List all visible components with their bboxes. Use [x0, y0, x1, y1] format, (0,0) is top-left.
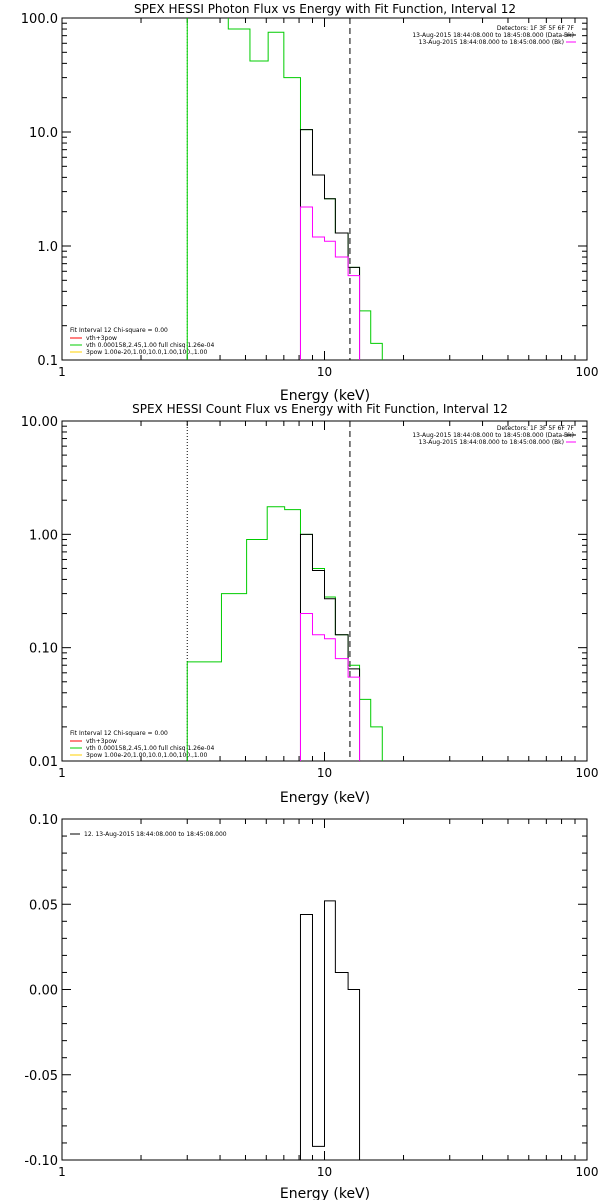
- photon-header-bk-interval: 13-Aug-2015 18:44:08.000 to 18:45:08.000…: [419, 39, 564, 46]
- photon-series-1-histogram: [299, 129, 361, 360]
- photon-y-tick-label: 1.0: [37, 240, 58, 255]
- photon-legend-label-total: vth+3pow: [86, 335, 117, 342]
- photon-x-tick-label: 10: [317, 365, 332, 379]
- count-header-bk-interval: 13-Aug-2015 18:44:08.000 to 18:45:08.000…: [419, 439, 564, 446]
- photon-y-tick-label: 0.1: [37, 354, 58, 369]
- residual-y-tick-label: -0.10: [24, 1154, 58, 1169]
- residuals-panel: 12. 13-Aug-2015 18:44:08.000 to 18:45:08…: [24, 813, 599, 1202]
- count-header-detectors: Detectors: 1F 3F 5F 6F 7F: [497, 425, 575, 432]
- count-x-axis-label: Energy (keV): [280, 790, 370, 806]
- count-x-tick-label: 1: [58, 766, 66, 780]
- count-y-tick-label: 0.10: [29, 642, 58, 657]
- count-series-2-histogram: [299, 613, 361, 761]
- photon-legend-label-vth: vth 0.000158,2.45,1.00 full chisq 1.26e-…: [86, 342, 214, 349]
- residual-series-0-histogram: [299, 900, 361, 1160]
- photon-header-detectors: Detectors: 1F 3F 5F 6F 7F: [497, 25, 575, 32]
- count-y-tick-label: 0.01: [29, 755, 58, 770]
- count-y-tick-label: 1.00: [29, 528, 58, 543]
- photon-legend-label-3pow: 3pow 1.00e-20,1.00,10.0,1.00,100.,1.00: [86, 349, 207, 356]
- residual-y-tick-label: 0.00: [29, 984, 58, 999]
- photon-flux-panel: SPEX HESSI Photon Flux vs Energy with Fi…: [21, 2, 599, 404]
- residual-x-tick-label: 10: [317, 1165, 332, 1179]
- count-fit-info: Fit Interval 12 Chi-square = 0.00: [70, 730, 168, 737]
- residual-x-tick-label: 1: [58, 1165, 66, 1179]
- photon-series-0-histogram: [186, 18, 383, 360]
- photon-fit-info: Fit Interval 12 Chi-square = 0.00: [70, 327, 168, 334]
- count-legend-label-total: vth+3pow: [86, 738, 117, 745]
- residual-x-tick-label: 100: [576, 1165, 599, 1179]
- count-legend-label-3pow: 3pow 1.00e-20,1.00,10.0,1.00,100.,1.00: [86, 752, 207, 759]
- count-y-tick-label: 10.00: [21, 415, 58, 430]
- photon-series-2-histogram: [299, 206, 361, 360]
- photon-y-tick-label: 10.0: [29, 126, 58, 141]
- count-x-tick-label: 100: [576, 766, 599, 780]
- photon-x-axis-label: Energy (keV): [280, 388, 370, 404]
- count-legend-label-vth: vth 0.000158,2.45,1.00 full chisq 1.26e-…: [86, 745, 214, 752]
- count-x-tick-label: 10: [317, 766, 332, 780]
- residual-y-tick-label: 0.05: [29, 898, 58, 913]
- count-chart-title: SPEX HESSI Count Flux vs Energy with Fit…: [132, 402, 508, 416]
- count-series-1-histogram: [299, 533, 361, 761]
- photon-chart-title: SPEX HESSI Photon Flux vs Energy with Fi…: [134, 2, 516, 16]
- residual-x-axis-label: Energy (keV): [280, 1186, 370, 1200]
- photon-x-tick-label: 100: [576, 365, 599, 379]
- count-header-data-interval: 13-Aug-2015 18:44:08.000 to 18:45:08.000…: [412, 432, 574, 439]
- count-flux-panel: SPEX HESSI Count Flux vs Energy with Fit…: [21, 402, 599, 806]
- residual-y-tick-label: 0.10: [29, 813, 58, 828]
- residual-y-tick-label: -0.05: [24, 1069, 58, 1084]
- residual-legend-label: 12. 13-Aug-2015 18:44:08.000 to 18:45:08…: [84, 831, 227, 838]
- count-series-0-histogram: [186, 506, 383, 761]
- photon-header-data-interval: 13-Aug-2015 18:44:08.000 to 18:45:08.000…: [412, 32, 574, 39]
- photon-y-tick-label: 100.0: [21, 12, 58, 27]
- photon-x-tick-label: 1: [58, 365, 66, 379]
